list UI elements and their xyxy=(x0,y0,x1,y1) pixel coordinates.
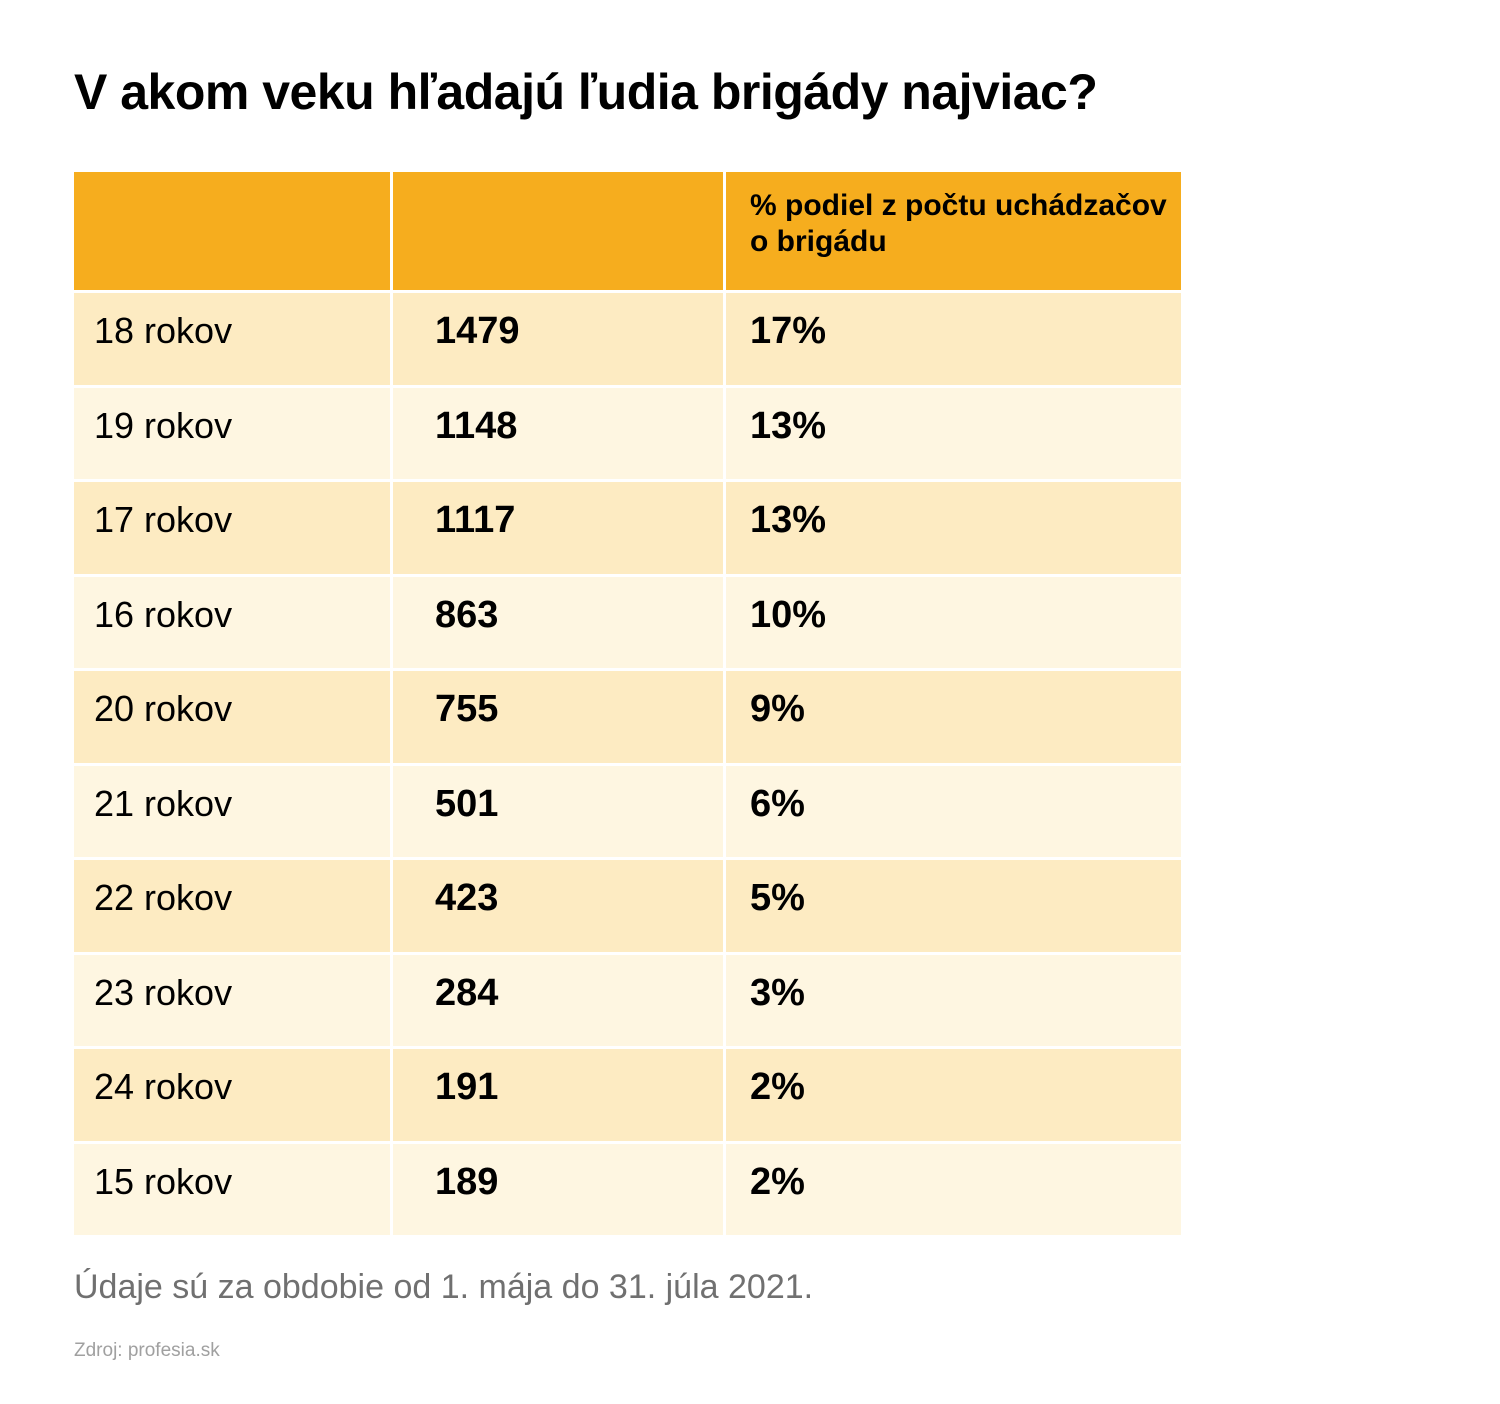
count-cell: 191 xyxy=(393,1049,723,1141)
age-cell: 17 rokov xyxy=(74,482,390,574)
header-cell-share: % podiel z počtu uchádzačov o brigádu xyxy=(726,172,1181,290)
age-cell: 21 rokov xyxy=(74,765,390,857)
share-cell: 5% xyxy=(726,860,1181,952)
chart-title: V akom veku hľadajú ľudia brigády najvia… xyxy=(74,64,1098,120)
share-cell: 2% xyxy=(726,1049,1181,1141)
source-label: Zdroj: profesia.sk xyxy=(74,1340,220,1361)
count-cell: 284 xyxy=(393,954,723,1046)
share-cell: 2% xyxy=(726,1143,1181,1235)
count-cell: 755 xyxy=(393,671,723,763)
share-cell: 3% xyxy=(726,954,1181,1046)
age-cell: 15 rokov xyxy=(74,1143,390,1235)
share-cell: 9% xyxy=(726,671,1181,763)
age-cell: 16 rokov xyxy=(74,576,390,668)
data-table: % podiel z počtu uchádzačov o brigádu 18… xyxy=(74,172,1181,1235)
count-cell: 1148 xyxy=(393,387,723,479)
header-cell-age xyxy=(74,172,390,290)
header-cell-count xyxy=(393,172,723,290)
count-cell: 1117 xyxy=(393,482,723,574)
count-cell: 423 xyxy=(393,860,723,952)
age-cell: 23 rokov xyxy=(74,954,390,1046)
count-cell: 1479 xyxy=(393,293,723,385)
share-cell: 10% xyxy=(726,576,1181,668)
age-cell: 18 rokov xyxy=(74,293,390,385)
count-cell: 501 xyxy=(393,765,723,857)
age-cell: 20 rokov xyxy=(74,671,390,763)
age-cell: 24 rokov xyxy=(74,1049,390,1141)
age-cell: 22 rokov xyxy=(74,860,390,952)
age-cell: 19 rokov xyxy=(74,387,390,479)
count-cell: 863 xyxy=(393,576,723,668)
share-cell: 17% xyxy=(726,293,1181,385)
share-cell: 6% xyxy=(726,765,1181,857)
period-note: Údaje sú za obdobie od 1. mája do 31. jú… xyxy=(74,1268,814,1306)
share-cell: 13% xyxy=(726,387,1181,479)
share-cell: 13% xyxy=(726,482,1181,574)
count-cell: 189 xyxy=(393,1143,723,1235)
